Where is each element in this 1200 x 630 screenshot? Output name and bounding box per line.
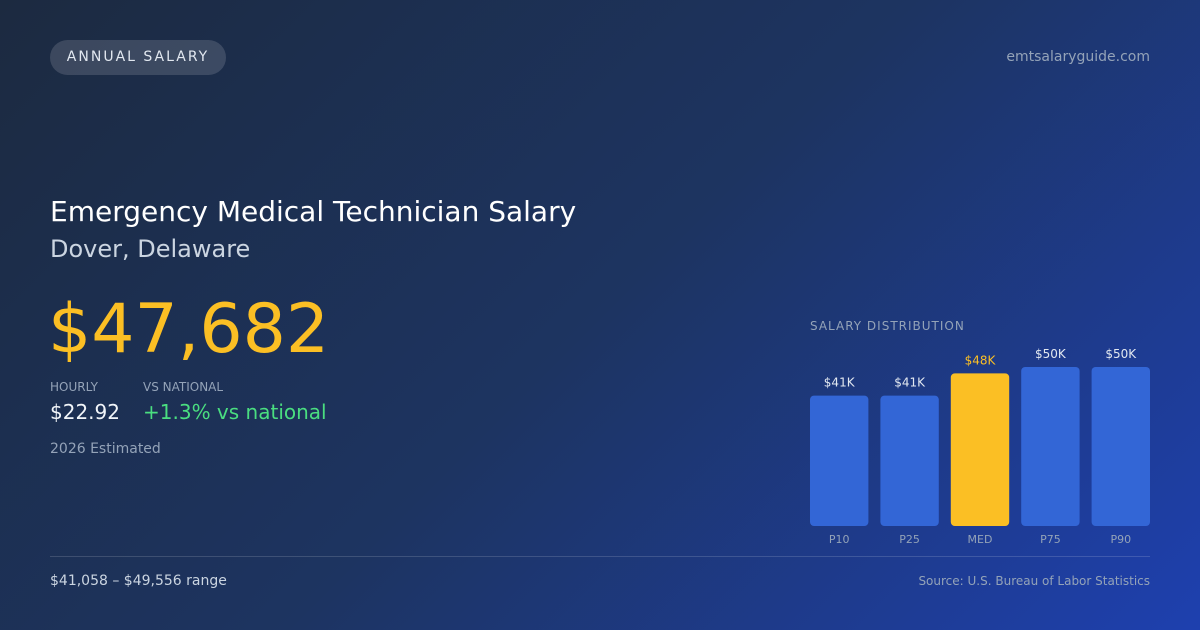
bar — [950, 373, 1010, 526]
stat-value: $22.92 — [50, 400, 120, 424]
value-label: $48K — [965, 353, 997, 367]
value-label: $41K — [824, 376, 856, 390]
value-label: $41K — [894, 376, 926, 390]
value-label: $50K — [1035, 347, 1067, 361]
x-tick-label: P10 — [829, 533, 850, 546]
x-tick-label: MED — [968, 533, 993, 546]
bar — [1091, 367, 1150, 526]
site: emtsalaryguide.com — [1006, 49, 1150, 65]
badge: ANNUAL SALARY — [50, 40, 226, 75]
stat-label: VS NATIONAL — [143, 380, 224, 394]
location: Dover, Delaware — [50, 235, 251, 263]
bar — [810, 395, 869, 526]
source: Source: U.S. Bureau of Labor Statistics — [918, 574, 1150, 588]
x-tick-label: P25 — [899, 533, 920, 546]
value-label: $50K — [1105, 347, 1137, 361]
chart-title: SALARY DISTRIBUTION — [810, 319, 965, 333]
x-tick-label: P75 — [1040, 533, 1061, 546]
title: Emergency Medical Technician Salary — [50, 195, 577, 228]
estimate-note: 2026 Estimated — [50, 441, 161, 457]
stat-value: +1.3% vs national — [143, 400, 327, 424]
stat-label: HOURLY — [50, 380, 99, 394]
bar — [880, 395, 939, 526]
x-tick-label: P90 — [1110, 533, 1131, 546]
bar — [1021, 367, 1080, 526]
salary: $47,682 — [48, 290, 330, 369]
range: $41,058 – $49,556 range — [50, 573, 227, 589]
divider — [50, 556, 1150, 557]
